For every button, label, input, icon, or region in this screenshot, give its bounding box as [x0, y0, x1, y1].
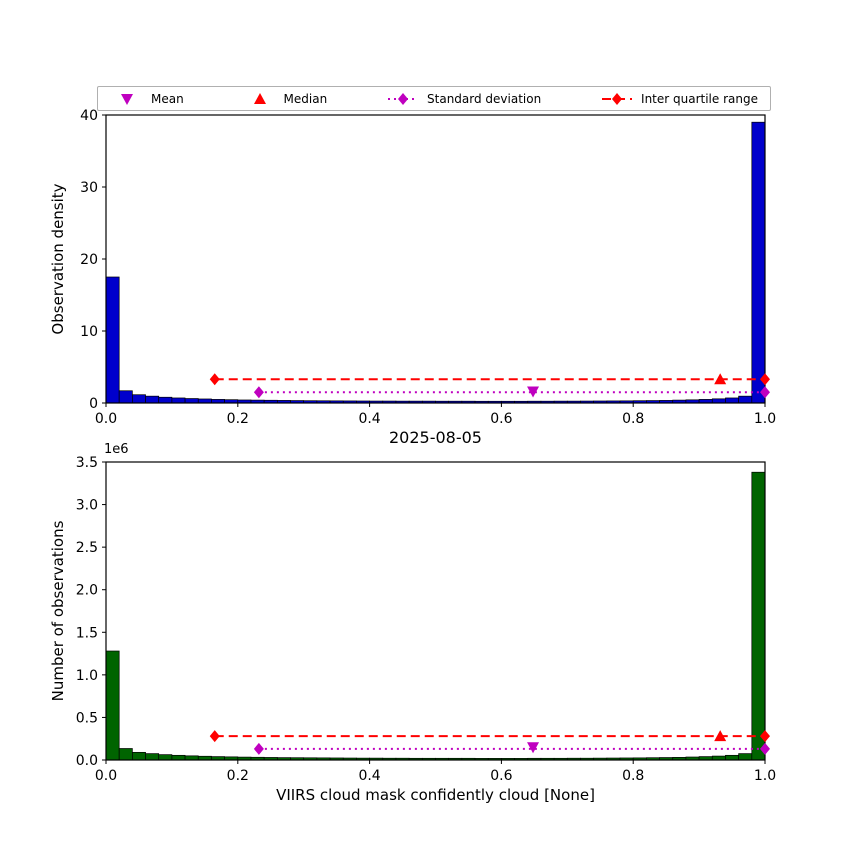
- median-marker-icon: [253, 92, 266, 104]
- y-tick-label: 1.0: [76, 668, 98, 684]
- observation-count-histogram: 0.0 0.2 0.4 0.6 0.8 1.0 0.0 0.5 1.0 1.5 2.0 2.5 3.0 3…: [76, 455, 776, 784]
- legend: Mean Median Standard deviation Inter quarti…: [97, 86, 771, 111]
- legend-item-inter-quartile-range: Inter quartile range: [600, 91, 758, 107]
- histogram-bar: [158, 754, 173, 761]
- legend-item-label: Standard deviation: [427, 91, 542, 106]
- date-title: 2025-08-05: [389, 428, 482, 447]
- y-tick-label: 2.0: [76, 583, 98, 599]
- histogram-bar: [738, 753, 753, 761]
- histogram-bar: [158, 396, 173, 404]
- histogram-bar: [184, 398, 199, 404]
- histogram-bar: [751, 121, 766, 404]
- count-y-axis-label: Number of observations: [49, 520, 67, 702]
- x-tick-label: 0.6: [490, 768, 512, 784]
- histogram-bar: [751, 471, 766, 761]
- diamond-marker-icon: [209, 373, 220, 386]
- observation-count-histogram-bars: [105, 471, 766, 761]
- y-tick-label: 0.5: [76, 710, 98, 726]
- y-tick-label: 0: [89, 396, 98, 412]
- diamond-marker-icon: [253, 386, 264, 399]
- diamond-marker-icon: [760, 730, 770, 743]
- diamond-marker-icon: [760, 373, 770, 386]
- diamond-marker-icon: [760, 742, 770, 755]
- y-tick-label: 40: [80, 108, 98, 124]
- axes-frame: [105, 114, 766, 404]
- median-marker-icon: [714, 373, 727, 385]
- histogram-bar: [711, 398, 726, 404]
- histogram-bar: [132, 394, 146, 404]
- diamond-marker-icon: [209, 730, 220, 743]
- x-tick-label: 0.8: [622, 768, 644, 784]
- mean-marker-icon: [527, 742, 540, 754]
- x-tick-label: 0.4: [358, 768, 380, 784]
- y-tick-label: 2.5: [76, 540, 98, 556]
- inter-quartile-range-icon: [602, 92, 633, 105]
- mean-marker-icon: [121, 93, 133, 105]
- diamond-marker-icon: [253, 742, 264, 755]
- histogram-bar: [171, 397, 186, 404]
- legend-item-standard-deviation: Standard deviation: [386, 91, 541, 107]
- histogram-bar: [105, 650, 120, 761]
- histogram-bar: [132, 751, 146, 761]
- median-marker-icon: [714, 730, 727, 742]
- histogram-bar: [725, 397, 739, 404]
- diamond-marker-icon: [612, 92, 623, 105]
- y-axis-offset-label: 1e6: [104, 442, 129, 457]
- histogram-bar: [118, 390, 133, 404]
- mean-marker-icon: [527, 386, 540, 398]
- y-tick-label: 3.5: [76, 455, 98, 471]
- x-tick-label: 0.0: [95, 768, 117, 784]
- legend-item-median: Median: [243, 91, 328, 107]
- median-icon: [253, 92, 266, 104]
- legend-item-label: Median: [283, 91, 328, 106]
- legend-item-label: Mean: [151, 91, 184, 106]
- histogram-bar: [145, 753, 160, 761]
- y-tick-label: 10: [80, 324, 98, 340]
- observation-density-histogram-bars: [105, 121, 766, 404]
- x-tick-label: 0.8: [622, 411, 644, 427]
- histogram-bar: [171, 754, 186, 761]
- x-tick-label: 0.6: [490, 411, 512, 427]
- standard-deviation-icon: [388, 92, 419, 105]
- histogram-bar: [738, 395, 753, 404]
- mean-icon: [121, 93, 133, 105]
- x-tick-label: 1.0: [754, 411, 776, 427]
- x-tick-label: 0.2: [227, 411, 249, 427]
- x-axis-label: VIIRS cloud mask confidently cloud [None…: [276, 786, 595, 804]
- legend-item-label: Inter quartile range: [641, 91, 758, 106]
- y-tick-label: 0.0: [76, 753, 98, 769]
- diamond-marker-icon: [760, 386, 770, 399]
- histogram-bar: [725, 754, 739, 761]
- diamond-marker-icon: [398, 92, 409, 105]
- x-tick-label: 0.4: [358, 411, 380, 427]
- x-tick-label: 0.2: [227, 768, 249, 784]
- density-y-axis-label: Observation density: [49, 183, 67, 335]
- observation-density-histogram: 0.0 0.2 0.4 0.6 0.8 1.0 0 10 20 30 40: [80, 108, 776, 427]
- y-tick-label: 20: [80, 252, 98, 268]
- y-tick-label: 1.5: [76, 625, 98, 641]
- histogram-bar: [197, 398, 212, 404]
- x-tick-label: 0.0: [95, 411, 117, 427]
- axes-frame: [105, 461, 766, 761]
- y-tick-label: 30: [80, 180, 98, 196]
- histogram-bar: [105, 276, 120, 404]
- histogram-bar: [184, 755, 199, 761]
- y-tick-label: 3.0: [76, 498, 98, 514]
- histogram-bar: [145, 395, 160, 404]
- legend-item-mean: Mean: [110, 91, 184, 107]
- histogram-bar: [118, 748, 133, 761]
- x-tick-label: 1.0: [754, 768, 776, 784]
